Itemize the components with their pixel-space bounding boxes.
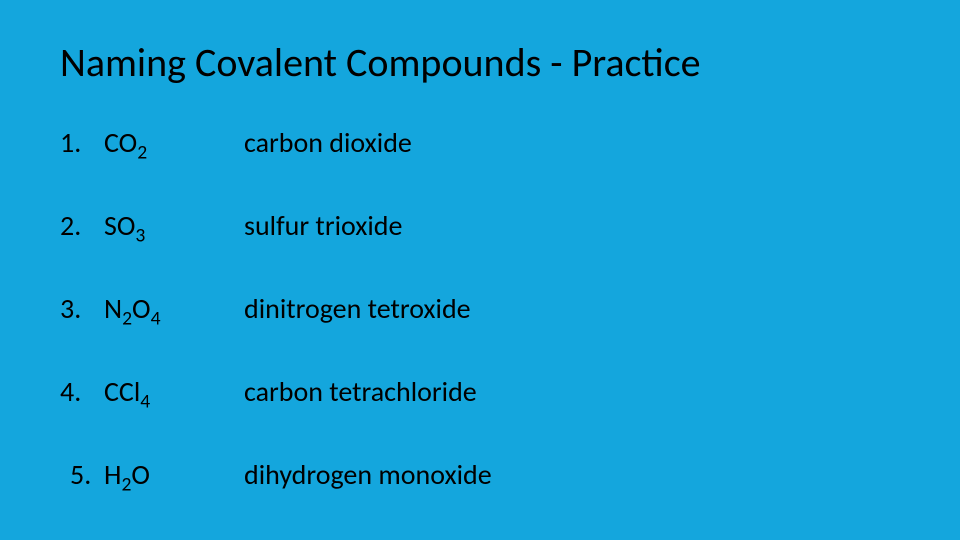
item-formula: SO3 (104, 208, 244, 243)
item-formula: CO2 (104, 125, 244, 160)
formula-sub: 2 (122, 307, 132, 331)
item-name: carbon dioxide (244, 125, 900, 160)
item-name: dinitrogen tetroxide (244, 291, 900, 326)
formula-sub: 4 (151, 307, 161, 331)
list-item: 4. CCl4 carbon tetrachloride (60, 374, 900, 409)
item-formula: N2O4 (104, 291, 244, 326)
list-item: 1. CO2 carbon dioxide (60, 125, 900, 160)
slide: Naming Covalent Compounds - Practice 1. … (0, 0, 960, 540)
item-number: 2. (60, 208, 104, 243)
formula-part: CO (104, 125, 137, 160)
list-item: 2. SO3 sulfur trioxide (60, 208, 900, 243)
formula-part: O (132, 291, 151, 326)
formula-sub: 3 (135, 224, 145, 248)
item-name: dihydrogen monoxide (244, 457, 900, 492)
item-formula: CCl4 (104, 374, 244, 409)
formula-sub: 2 (137, 141, 147, 165)
list-item: 3. N2O4 dinitrogen tetroxide (60, 291, 900, 326)
formula-sub: 2 (121, 473, 131, 497)
slide-title: Naming Covalent Compounds - Practice (60, 38, 900, 87)
item-number: 1. (60, 125, 104, 160)
formula-part: SO (104, 208, 135, 243)
formula-part: CCl (104, 374, 140, 409)
item-number: 4. (60, 374, 104, 409)
formula-part: N (104, 291, 122, 326)
list-item: 5. H2O dihydrogen monoxide (60, 457, 900, 492)
formula-part: H (104, 457, 121, 492)
formula-sub: 4 (140, 390, 150, 414)
formula-part: O (131, 457, 150, 492)
compound-list: 1. CO2 carbon dioxide 2. SO3 sulfur trio… (60, 125, 900, 492)
item-name: carbon tetrachloride (244, 374, 900, 409)
item-formula: H2O (104, 457, 244, 492)
item-number: 3. (60, 291, 104, 326)
item-name: sulfur trioxide (244, 208, 900, 243)
item-number: 5. (60, 457, 104, 492)
